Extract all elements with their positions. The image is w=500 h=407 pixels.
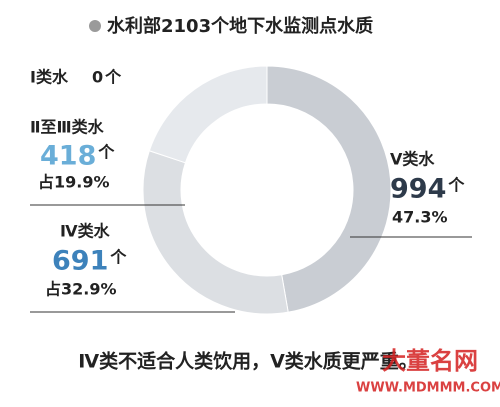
percent-label: 47.3% — [392, 208, 448, 227]
donut-slice — [148, 65, 268, 164]
footnote: Ⅳ类不适合人类饮用，Ⅴ类水质更严重。 — [78, 350, 418, 373]
unit-label: 个 — [109, 248, 127, 267]
category-label: Ⅱ至Ⅲ类水 — [30, 118, 105, 137]
value-label: 691 — [52, 246, 108, 277]
watermark: 大董名网 — [382, 347, 478, 375]
donut-slice — [142, 150, 289, 315]
category-label: Ⅰ类水 — [30, 68, 69, 87]
percent-label: 占19.9% — [38, 173, 110, 192]
unit-label: 个 — [97, 143, 115, 162]
title-bullet — [89, 20, 101, 32]
percent-label: 占32.9% — [45, 280, 117, 299]
unit-label: 个 — [104, 68, 122, 87]
donut-slice — [266, 65, 392, 313]
value-label: 994 — [390, 174, 446, 205]
category-label: Ⅴ类水 — [390, 150, 435, 169]
watermark-url: WWW.MDMMM.COM — [356, 381, 500, 396]
chart-title: 水利部2103个地下水监测点水质 — [107, 15, 373, 37]
value-label: 0 — [92, 68, 103, 87]
value-label: 418 — [40, 141, 96, 172]
unit-label: 个 — [447, 176, 465, 195]
donut — [142, 65, 392, 315]
category-label: Ⅳ类水 — [60, 222, 111, 241]
